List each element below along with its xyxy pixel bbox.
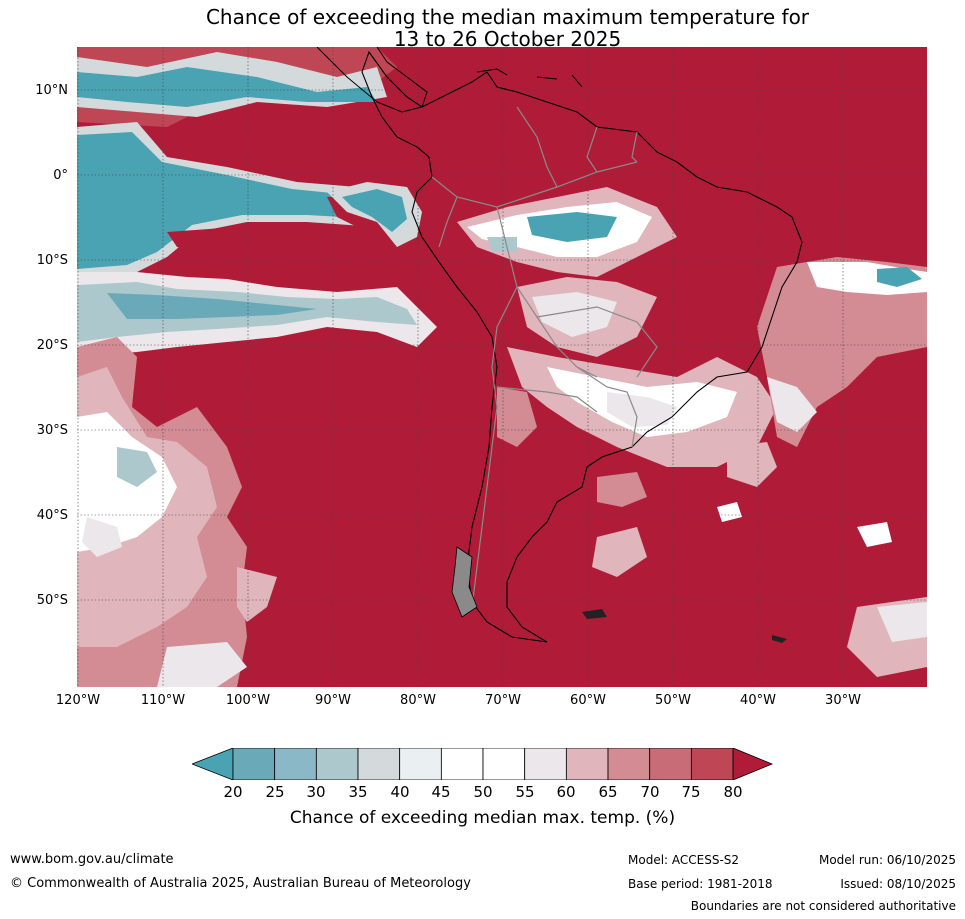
lat-label-10n: 10°N <box>35 83 68 98</box>
cool-anomaly-areas <box>77 47 437 357</box>
lat-label-50s: 50°S <box>36 593 68 608</box>
lat-label-20s: 20°S <box>36 338 68 353</box>
colorbar-segment-55-60 <box>524 748 567 780</box>
base-period: Base period: 1981-2018 <box>628 877 773 891</box>
map-title-line-2: 13 to 26 October 2025 <box>393 27 622 51</box>
colorbar-segment-25-30 <box>274 748 317 780</box>
tierra-del-fuego-islands <box>451 546 478 618</box>
website-link[interactable]: www.bom.gov.au/climate <box>10 852 174 867</box>
central-america-coastline <box>316 47 428 113</box>
colorbar-tick-20: 20 <box>223 783 243 801</box>
copyright-text: © Commonwealth of Australia 2025, Austra… <box>10 876 471 891</box>
colorbar-segment-above-80 <box>732 748 774 780</box>
lon-label-120w: 120°W <box>55 693 101 708</box>
colorbar-tick-35: 35 <box>348 783 368 801</box>
colorbar-tick-80: 80 <box>723 783 743 801</box>
south-pacific-mixed-areas <box>77 337 277 687</box>
colorbar-segment-60-65 <box>565 748 609 780</box>
colorbar-segment-20-25 <box>232 748 276 780</box>
south-atlantic-anomaly-areas <box>592 257 927 677</box>
colorbar-tick-75: 75 <box>681 783 701 801</box>
country-borders <box>431 106 658 608</box>
lat-label-10s: 10°S <box>36 253 68 268</box>
lon-label-60w: 60°W <box>570 693 606 708</box>
lon-label-110w: 110°W <box>140 693 186 708</box>
south-america-anomaly-areas <box>457 187 777 467</box>
probability-map <box>77 47 927 687</box>
map-svg <box>77 47 927 687</box>
model-name: Model: ACCESS-S2 <box>628 853 740 867</box>
colorbar-segment-below-20 <box>192 748 234 780</box>
colorbar-tick-60: 60 <box>556 783 576 801</box>
caribbean-islands <box>476 68 583 88</box>
colorbar-segment-70-75 <box>649 748 692 780</box>
model-run-date: Model run: 06/10/2025 <box>818 853 956 867</box>
colorbar-segment-65-70 <box>607 748 651 780</box>
falkland-islands <box>582 609 607 619</box>
south-georgia-island <box>772 635 787 643</box>
colorbar <box>192 748 774 780</box>
lat-label-0: 0° <box>53 168 68 183</box>
colorbar-segment-35-40 <box>357 748 401 780</box>
issued-date: Issued: 08/10/2025 <box>840 877 956 891</box>
lat-label-30s: 30°S <box>36 423 68 438</box>
lon-label-80w: 80°W <box>400 693 436 708</box>
colorbar-label: Chance of exceeding median max. temp. (%… <box>289 808 676 828</box>
colorbar-tick-50: 50 <box>473 783 493 801</box>
lon-label-70w: 70°W <box>485 693 521 708</box>
boundary-disclaimer: Boundaries are not considered authoritat… <box>690 899 956 913</box>
lon-label-100w: 100°W <box>225 693 271 708</box>
colorbar-tick-25: 25 <box>265 783 285 801</box>
south-america-coastline <box>361 50 803 643</box>
colorbar-tick-65: 65 <box>598 783 618 801</box>
lat-label-40s: 40°S <box>36 508 68 523</box>
colorbar-tick-55: 55 <box>515 783 535 801</box>
colorbar-tick-30: 30 <box>306 783 326 801</box>
lon-label-90w: 90°W <box>315 693 351 708</box>
colorbar-segment-50-55 <box>482 748 526 780</box>
colorbar-segment-75-80 <box>690 748 734 780</box>
map-title-line-1: Chance of exceeding the median maximum t… <box>205 5 810 29</box>
lon-label-50w: 50°W <box>655 693 691 708</box>
lon-label-40w: 40°W <box>740 693 776 708</box>
colorbar-segment-40-45 <box>399 748 442 780</box>
colorbar-segment-45-50 <box>440 748 484 780</box>
graticule <box>77 47 927 687</box>
colorbar-tick-70: 70 <box>640 783 660 801</box>
lon-label-30w: 30°W <box>825 693 861 708</box>
colorbar-tick-40: 40 <box>390 783 410 801</box>
colorbar-segment-30-35 <box>315 748 359 780</box>
colorbar-tick-45: 45 <box>431 783 451 801</box>
colorbar-segments <box>192 748 774 780</box>
